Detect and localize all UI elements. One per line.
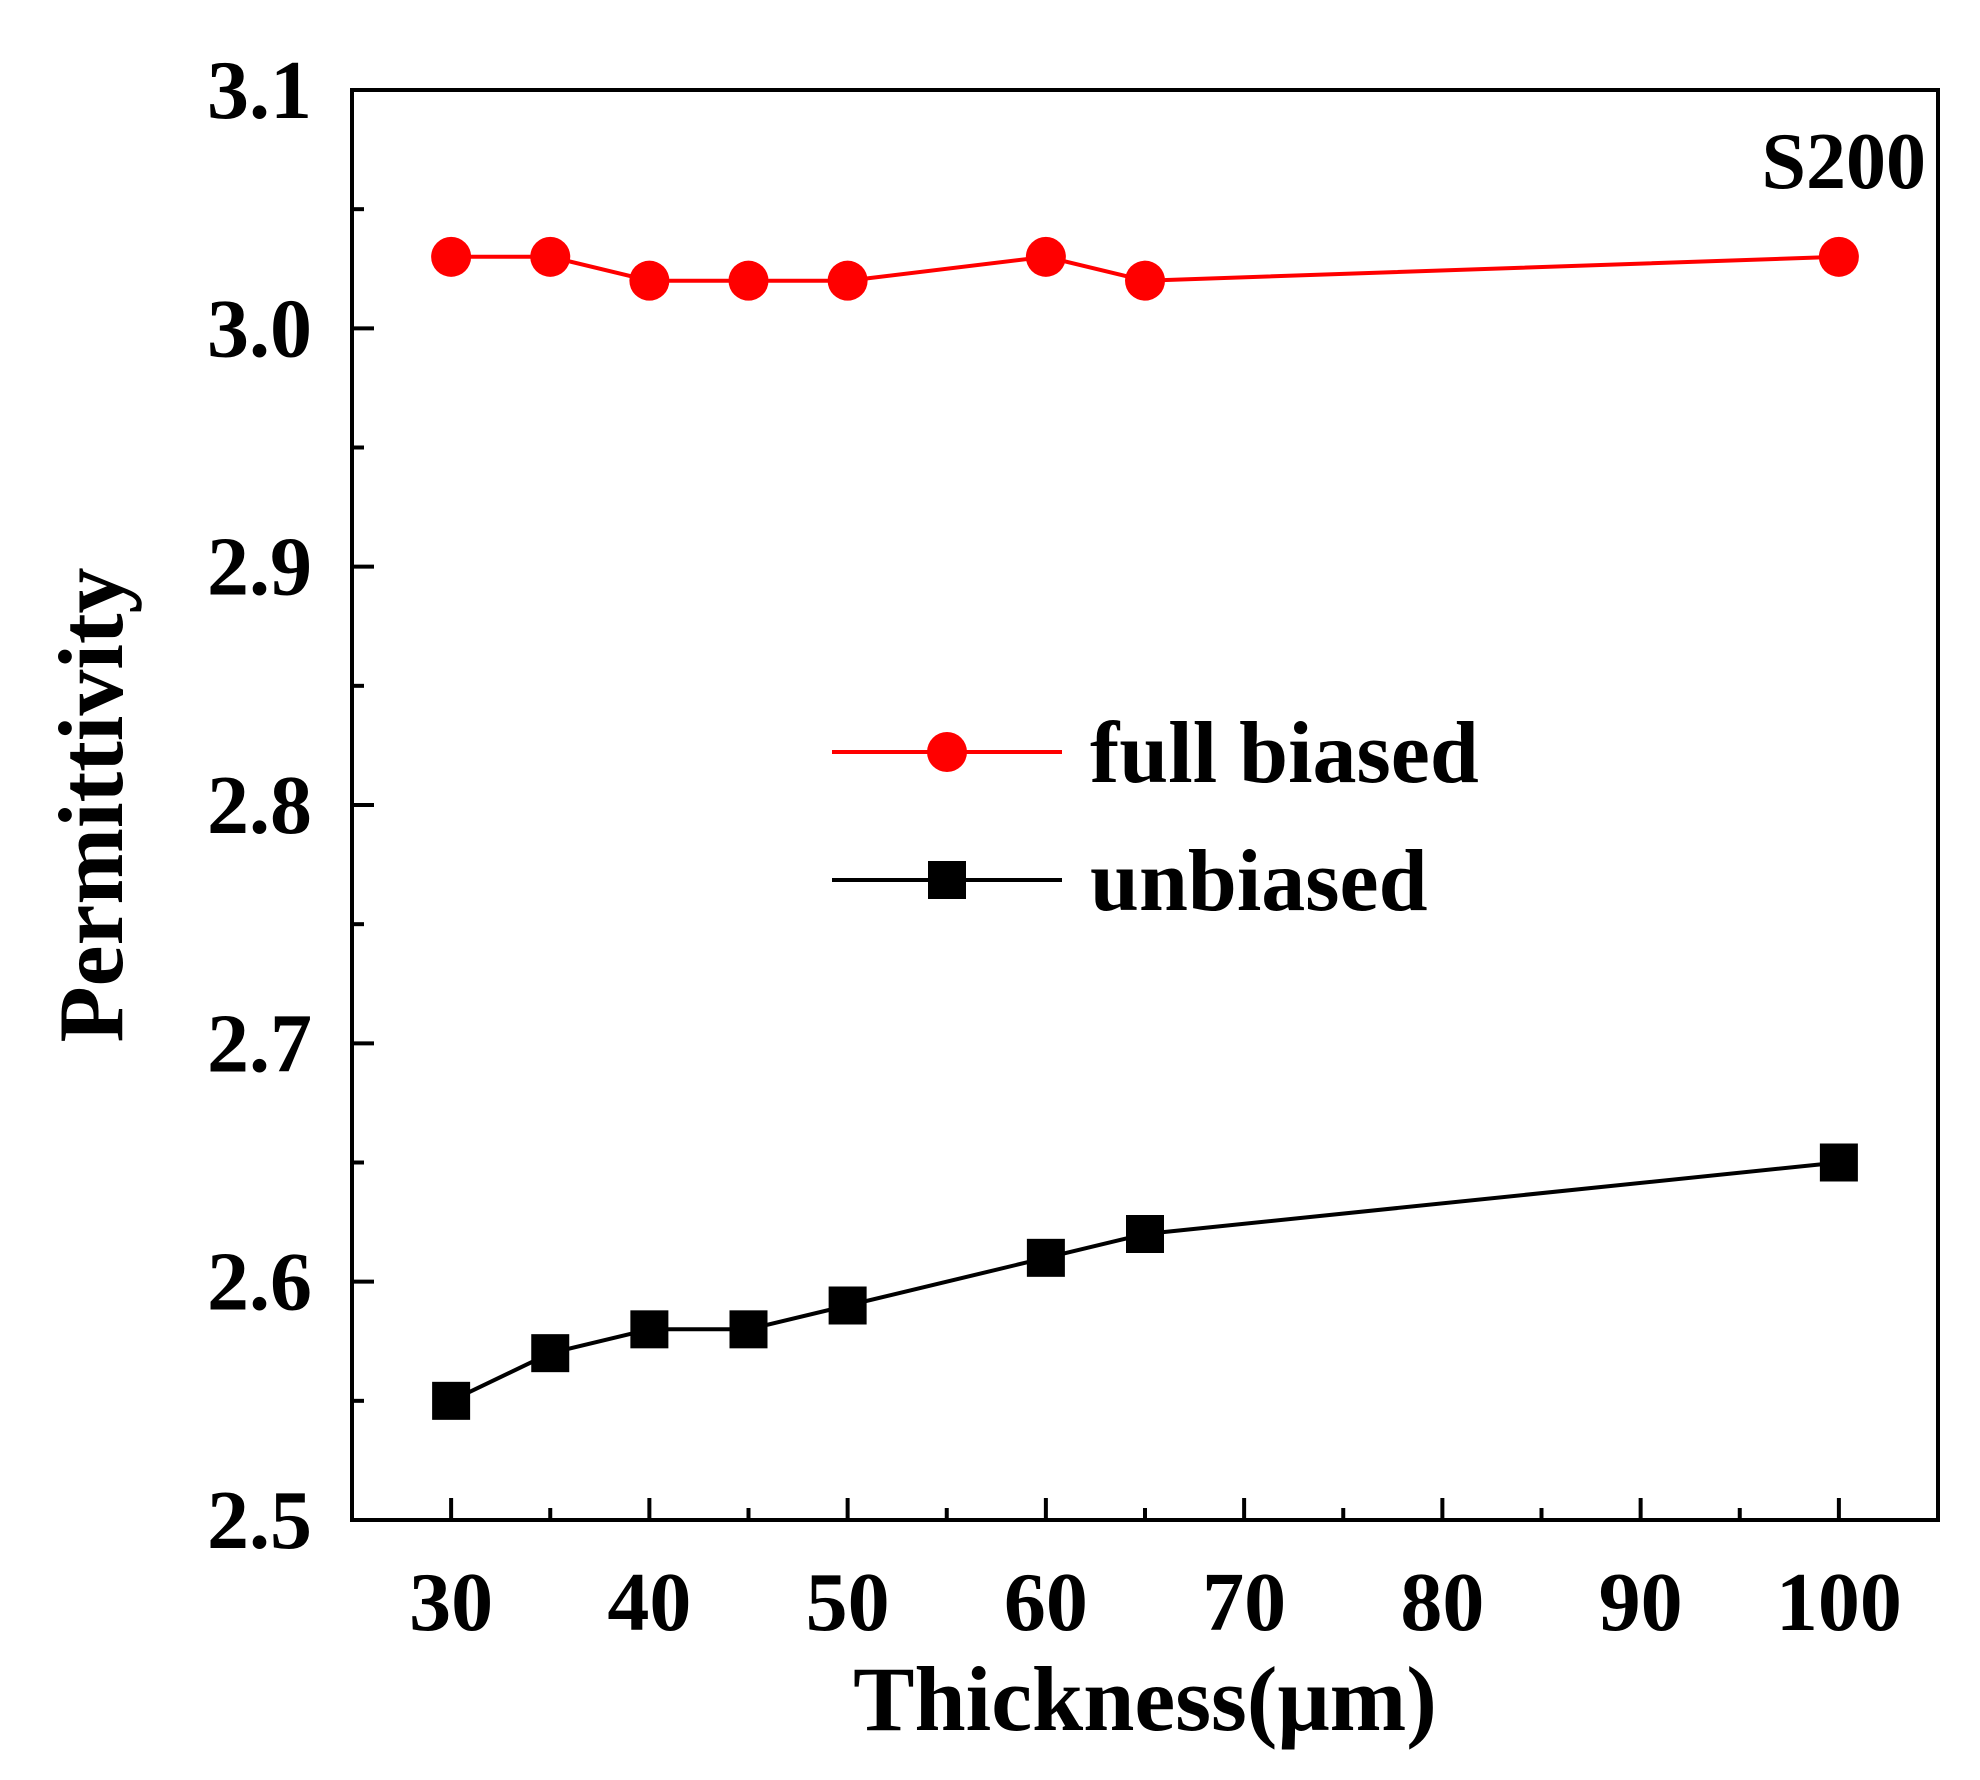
data-point bbox=[728, 260, 769, 301]
data-point bbox=[828, 1286, 867, 1325]
data-point bbox=[1025, 236, 1066, 277]
x-tick-label: 60 bbox=[1004, 1556, 1088, 1649]
x-tick-label: 100 bbox=[1776, 1556, 1902, 1649]
x-tick-label: 80 bbox=[1400, 1556, 1484, 1649]
data-point bbox=[530, 236, 571, 277]
x-tick-label: 70 bbox=[1202, 1556, 1286, 1649]
data-point bbox=[1125, 260, 1165, 301]
plot-frame bbox=[350, 88, 1940, 1522]
y-tick-label: 2.6 bbox=[207, 1236, 312, 1329]
x-tick-label: 90 bbox=[1599, 1556, 1683, 1649]
y-tick-label: 2.7 bbox=[207, 997, 312, 1090]
legend-item: unbiased bbox=[832, 833, 1428, 930]
series-unbiased bbox=[432, 1143, 1858, 1420]
x-axis: 30 40 50 60 70 80 90 100 bbox=[350, 1498, 1940, 1649]
series-layer bbox=[431, 236, 1859, 1420]
data-point bbox=[629, 260, 670, 301]
y-tick-label: 3.1 bbox=[207, 44, 312, 137]
y-tick-label: 2.8 bbox=[207, 759, 312, 852]
y-axis-title: Permittivity bbox=[40, 567, 142, 1042]
data-point bbox=[432, 1381, 471, 1420]
legend-marker bbox=[928, 861, 966, 899]
annotation-label: S200 bbox=[1762, 118, 1927, 206]
data-point bbox=[630, 1310, 669, 1349]
y-tick-label: 2.9 bbox=[207, 521, 312, 614]
x-tick-label: 30 bbox=[409, 1556, 493, 1649]
data-point bbox=[1026, 1238, 1065, 1277]
legend: full biased unbiased bbox=[832, 705, 1479, 930]
data-point bbox=[431, 236, 472, 277]
data-point bbox=[1819, 1143, 1858, 1182]
data-point bbox=[1818, 236, 1859, 277]
x-tick-label: 50 bbox=[806, 1556, 890, 1649]
legend-marker bbox=[927, 732, 967, 772]
legend-label: unbiased bbox=[1090, 833, 1428, 930]
y-tick-label: 3.0 bbox=[207, 282, 312, 375]
legend-label: full biased bbox=[1090, 705, 1479, 802]
x-tick-label: 40 bbox=[607, 1556, 691, 1649]
data-point bbox=[531, 1334, 570, 1373]
series-line bbox=[450, 1160, 1840, 1403]
x-axis-title: Thickness(μm) bbox=[853, 1648, 1437, 1750]
data-point bbox=[827, 260, 868, 301]
data-point bbox=[1126, 1215, 1164, 1253]
legend-item: full biased bbox=[832, 705, 1479, 802]
y-axis: 2.5 2.6 2.7 2.8 2.9 3.0 3.1 bbox=[207, 44, 374, 1567]
data-point bbox=[729, 1310, 768, 1349]
series-full-biased bbox=[431, 236, 1859, 301]
y-tick-label: 2.5 bbox=[207, 1474, 312, 1567]
